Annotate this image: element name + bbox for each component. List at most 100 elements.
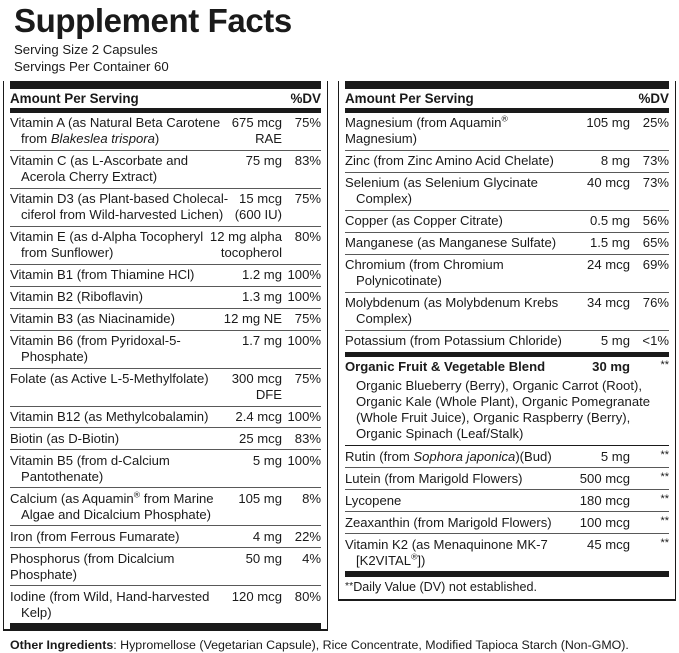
nutrient-daily-value: 100% — [287, 333, 322, 349]
left-header-amount: Amount Per Serving — [10, 90, 139, 106]
nutrient-name: Vitamin B2 (Riboflavin) — [10, 289, 143, 305]
nutrient-name: Vitamin B5 (from d-Calcium Pantothenate) — [10, 453, 253, 485]
nutrient-row: Zeaxanthin (from Marigold Flowers) 100 mc… — [339, 512, 675, 533]
nutrient-daily-value: <1% — [642, 333, 669, 349]
row-divider — [345, 467, 669, 469]
nutrient-daily-value: ** — [660, 514, 669, 527]
nutrient-amount: 1.7 mg — [241, 333, 282, 349]
nutrient-row: Vitamin B5 (from d-Calcium Pantothenate) 5… — [4, 450, 327, 487]
nutrient-amount: 120 mcg — [231, 588, 282, 604]
footnote-stars: ** — [345, 580, 354, 592]
row-divider — [10, 285, 321, 287]
blend-dv: ** — [660, 359, 669, 372]
nutrient-name: Iron (from Ferrous Fumarate) — [10, 528, 180, 544]
nutrient-daily-value: ** — [660, 492, 669, 505]
nutrient-row: Vitamin A (as Natural Beta Carotene from … — [4, 113, 327, 150]
nutrient-amount: 0.5 mg — [589, 213, 630, 229]
nutrient-columns: Amount Per Serving %DV Vitamin A (as Nat… — [0, 80, 679, 631]
nutrient-name: Vitamin B6 (from Pyridoxal-5- Phosphate) — [10, 333, 242, 365]
nutrient-row: Lycopene 180 mcg ** — [339, 490, 675, 511]
row-divider — [345, 231, 669, 233]
nutrient-amount: 8 mg — [600, 153, 630, 169]
blend-top-rule — [345, 351, 669, 357]
row-divider — [10, 263, 321, 265]
nutrient-row: Vitamin C (as L-Ascorbate and Acerola Che… — [4, 151, 327, 188]
left-column: Amount Per Serving %DV Vitamin A (as Nat… — [3, 80, 328, 631]
right-column: Amount Per Serving %DV Magnesium (from A… — [338, 80, 676, 601]
nutrient-daily-value: 75% — [294, 191, 321, 207]
nutrient-name-cont: Pantothenate) — [21, 468, 104, 484]
nutrient-row: Vitamin E (as d-Alpha Tocopheryl from Sun… — [4, 227, 327, 264]
right-header-amount: Amount Per Serving — [345, 90, 474, 106]
left-top-rule — [10, 80, 321, 89]
nutrient-daily-value: 80% — [294, 588, 321, 604]
row-divider — [10, 225, 321, 227]
nutrient-daily-value: 22% — [294, 528, 321, 544]
nutrient-name-cont: from Blakeslea trispora) — [21, 131, 160, 147]
blend-header-row: Organic Fruit & Vegetable Blend 30 mg ** — [339, 357, 675, 378]
nutrient-daily-value: 4% — [302, 550, 321, 566]
row-divider — [345, 511, 669, 513]
row-divider — [10, 525, 321, 527]
row-divider — [10, 547, 321, 549]
nutrient-row: Vitamin B2 (Riboflavin) 1.3 mg 100% — [4, 287, 327, 308]
nutrient-name-cont: Complex) — [356, 191, 413, 207]
title-block: Supplement Facts Serving Size 2 Capsules… — [0, 0, 679, 75]
nutrient-name: Vitamin D3 (as Plant-based Cholecal-cife… — [10, 191, 235, 223]
nutrient-row: Vitamin B12 (as Methylcobalamin) 2.4 mcg 1… — [4, 407, 327, 428]
row-divider — [10, 427, 321, 429]
nutrient-name: Chromium (from Chromium Polynicotinate) — [345, 257, 587, 289]
nutrient-name: Molybdenum (as Molybdenum Krebs Complex) — [345, 295, 587, 327]
nutrient-name: Iodine (from Wild, Hand-harvested Kelp) — [10, 589, 232, 621]
nutrient-daily-value: 73% — [642, 175, 669, 191]
row-divider — [345, 445, 669, 447]
nutrient-amount: 300 mcg DFE — [231, 371, 282, 403]
nutrient-daily-value: 56% — [642, 213, 669, 229]
left-column-close — [4, 629, 327, 631]
nutrient-name: Magnesium (from Aquamin® Magnesium) — [345, 114, 508, 147]
nutrient-amount: 1.3 mg — [241, 289, 282, 305]
nutrient-amount-cont: DFE — [255, 387, 282, 403]
right-top-rule — [345, 80, 669, 89]
row-divider — [345, 171, 669, 173]
nutrient-daily-value: 65% — [642, 235, 669, 251]
row-divider — [345, 291, 669, 293]
registered-trademark-icon: ® — [133, 489, 141, 500]
nutrient-name-cont: Kelp) — [21, 604, 52, 620]
servings-per-container: Servings Per Container 60 — [14, 58, 169, 74]
left-rows-container: Vitamin A (as Natural Beta Carotene from … — [4, 113, 327, 623]
nutrient-amount: 12 mg NE — [223, 311, 282, 327]
nutrient-amount: 5 mg — [252, 452, 282, 468]
row-divider — [345, 489, 669, 491]
nutrient-amount: 105 mg — [586, 115, 630, 131]
other-ingredients-label: Other Ingredients — [10, 637, 114, 652]
nutrient-daily-value: 100% — [287, 452, 322, 468]
nutrient-name: Vitamin B3 (as Niacinamide) — [10, 311, 175, 327]
nutrient-amount: 15 mcg (600 IU) — [234, 191, 282, 223]
nutrient-name: Vitamin A (as Natural Beta Carotene from … — [10, 115, 232, 147]
right-rows-container: Magnesium (from Aquamin® Magnesium) 105 m… — [339, 113, 675, 352]
nutrient-row: Iron (from Ferrous Fumarate) 4 mg 22% — [4, 526, 327, 547]
nutrient-name: Vitamin C (as L-Ascorbate and Acerola Che… — [10, 153, 246, 185]
nutrient-row: Iodine (from Wild, Hand-harvested Kelp) 12… — [4, 586, 327, 623]
blend-name: Organic Fruit & Vegetable Blend — [345, 359, 546, 375]
nutrient-name-cont: from Sunflower) — [21, 245, 114, 261]
nutrient-name: Folate (as Active L-5-Methylfolate) — [10, 371, 209, 387]
nutrient-name: Rutin (from Sophora japonica)(Bud) — [345, 448, 552, 464]
left-header-dv: %DV — [290, 90, 321, 106]
row-divider — [345, 329, 669, 331]
row-divider — [345, 149, 669, 151]
nutrient-row: Vitamin B6 (from Pyridoxal-5- Phosphate) 1… — [4, 331, 327, 368]
nutrient-row: Vitamin D3 (as Plant-based Cholecal-cife… — [4, 189, 327, 226]
nutrient-name-cont: Polynicotinate) — [356, 273, 442, 289]
serving-size: Serving Size 2 Capsules — [14, 41, 158, 57]
nutrient-daily-value: 76% — [642, 295, 669, 311]
row-divider — [10, 367, 321, 369]
nutrient-amount: 500 mcg — [579, 470, 630, 486]
nutrient-row: Selenium (as Selenium Glycinate Complex) 4… — [339, 173, 675, 210]
right-header-dv: %DV — [638, 90, 669, 106]
nutrient-row: Lutein (from Marigold Flowers) 500 mcg ** — [339, 468, 675, 489]
nutrient-daily-value: 73% — [642, 153, 669, 169]
nutrient-amount: 34 mcg — [587, 295, 630, 311]
